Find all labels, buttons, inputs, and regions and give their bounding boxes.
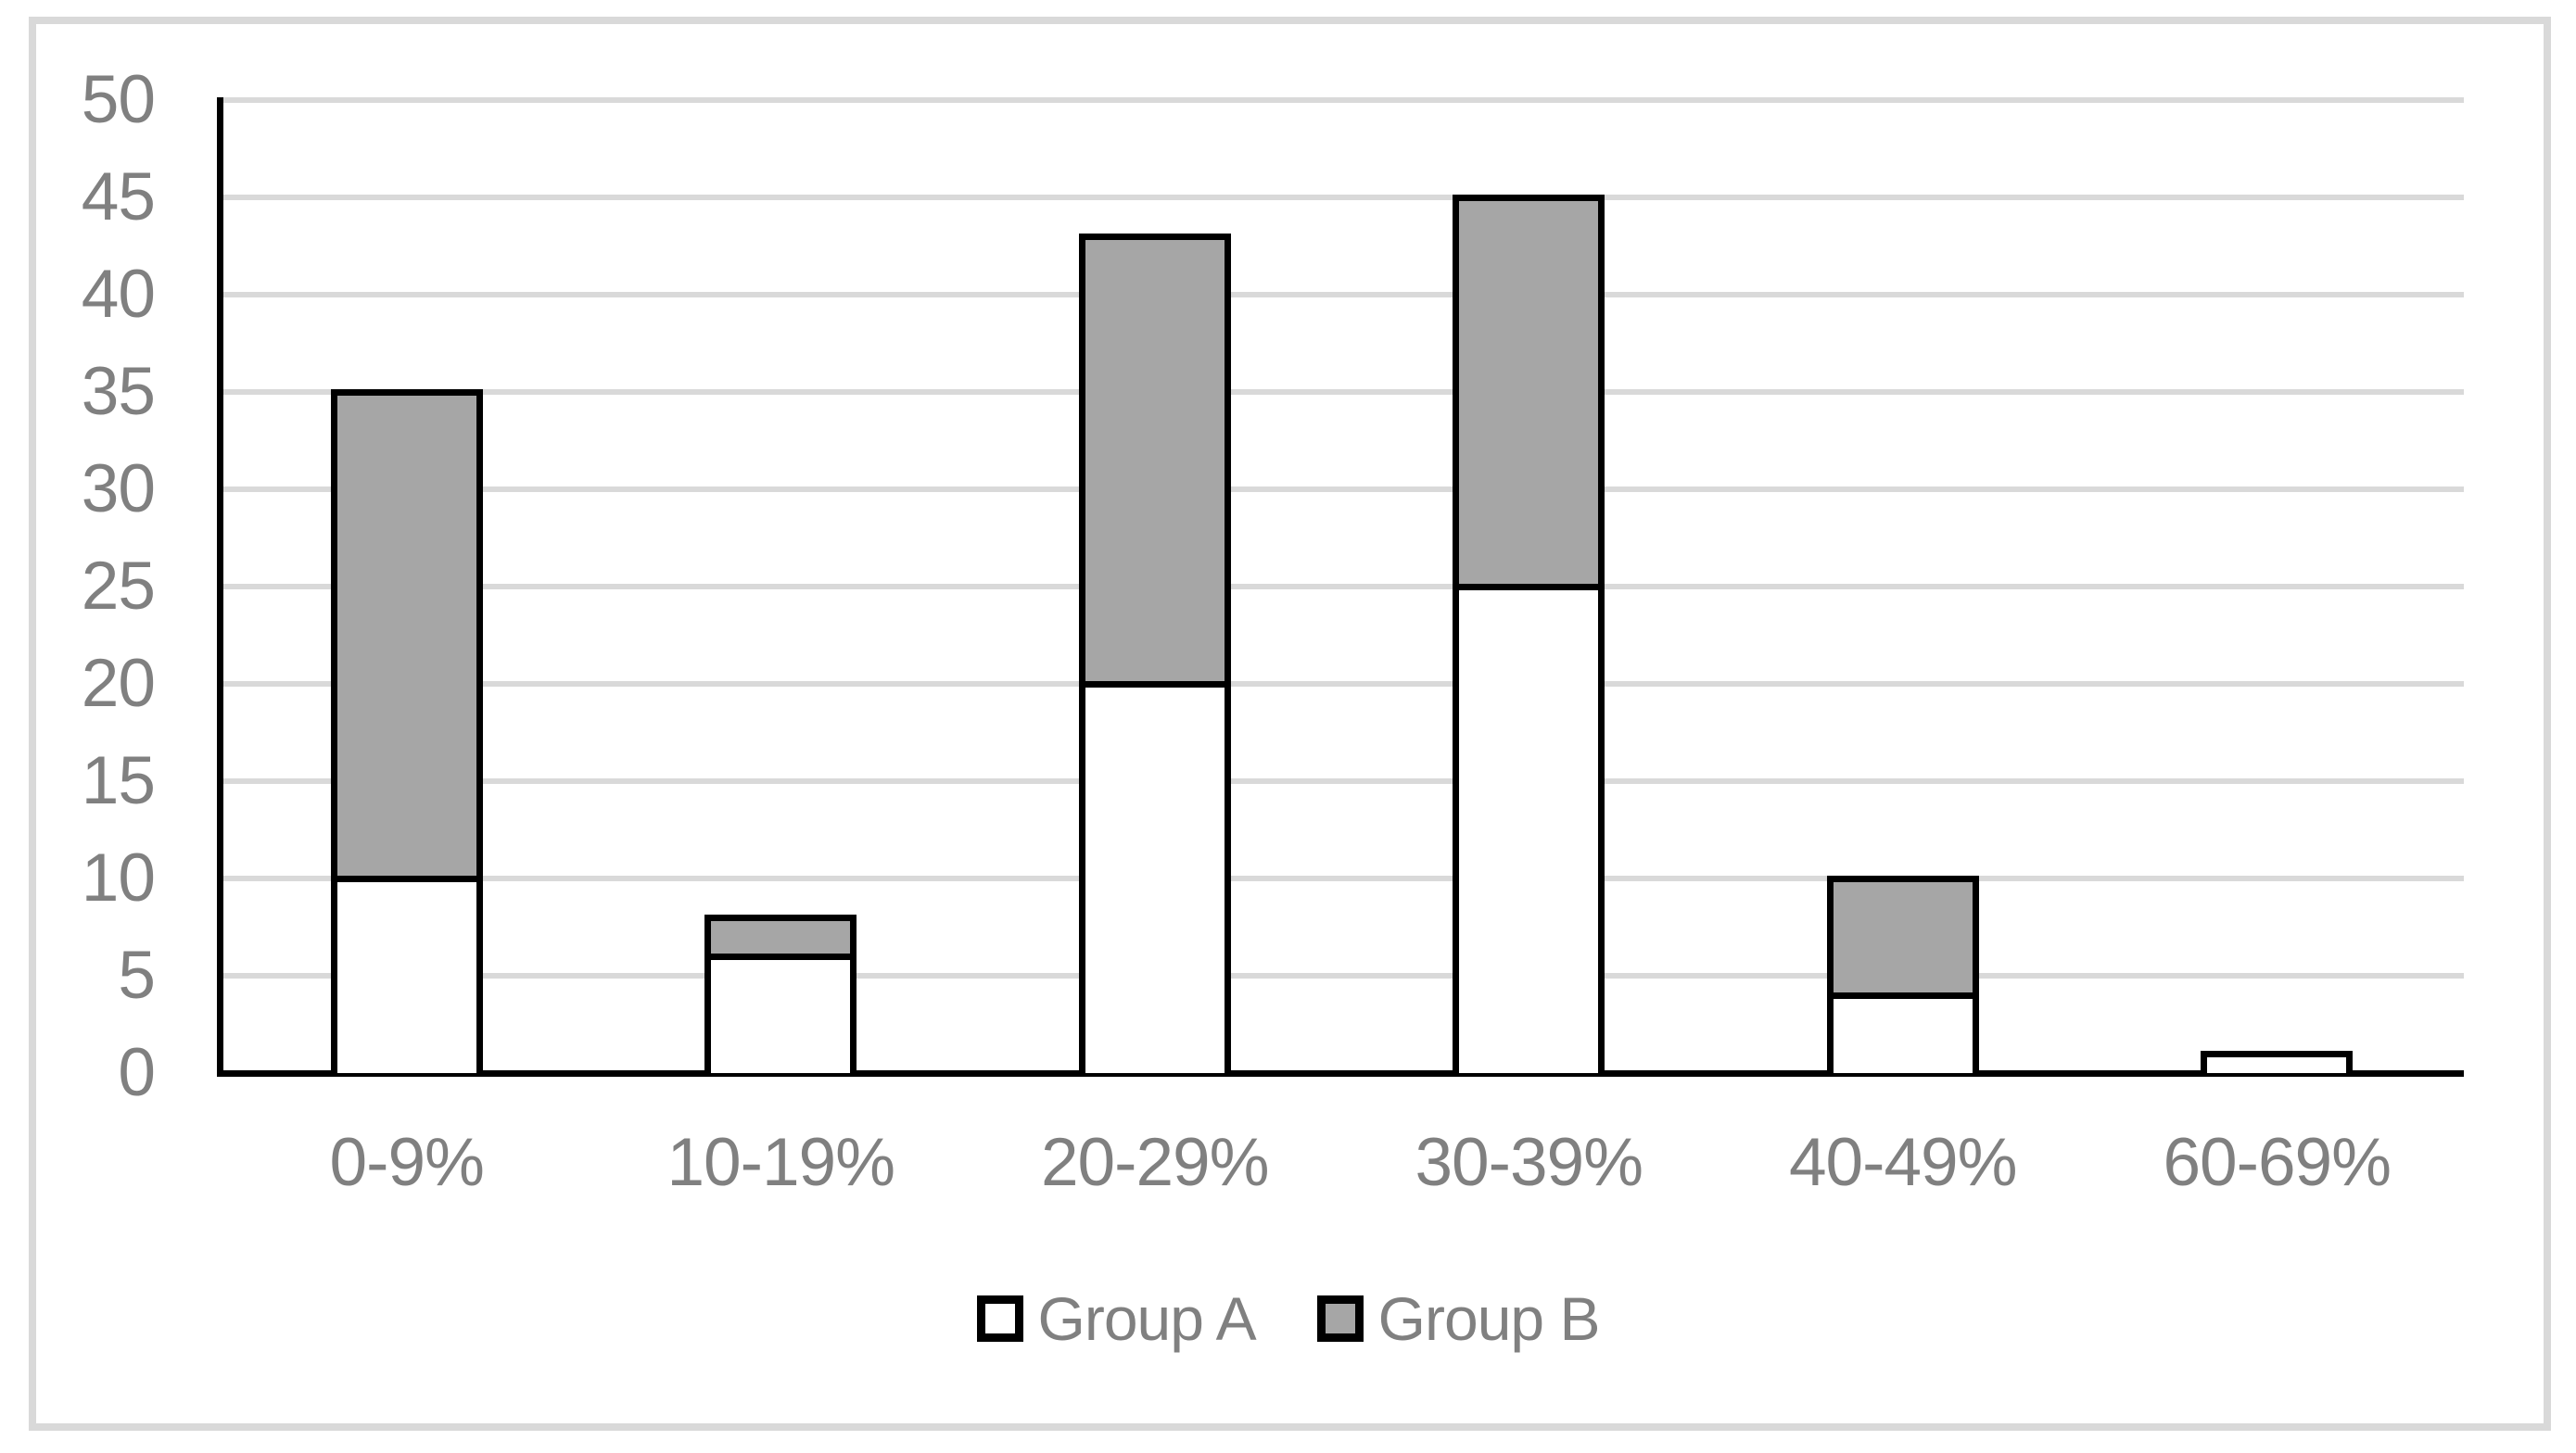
bar-segment-group-a	[704, 954, 857, 1073]
bar-segment-group-a	[2201, 1051, 2354, 1073]
x-axis-category-label: 0-9%	[329, 1125, 485, 1200]
gridline	[220, 778, 2464, 784]
gridline	[220, 584, 2464, 589]
y-axis-tick-label: 45	[81, 159, 156, 234]
y-axis-tick-label: 25	[81, 549, 156, 624]
group-a-legend-swatch	[976, 1295, 1023, 1342]
x-axis-category-label: 40-49%	[1788, 1125, 2018, 1200]
y-axis-tick-label: 40	[81, 257, 156, 332]
legend-item-group-b: Group B	[1316, 1284, 1601, 1353]
y-axis-tick-label: 35	[81, 354, 156, 429]
chart-legend: Group A Group B	[0, 1284, 2576, 1353]
gridline	[220, 486, 2464, 492]
figure-outer-border	[29, 17, 2551, 1431]
legend-item-group-a: Group A	[976, 1284, 1257, 1353]
bar-segment-group-a	[1453, 584, 1605, 1073]
bar-segment-group-a	[1826, 992, 1979, 1073]
y-axis-line	[217, 97, 223, 1077]
y-axis-tick-label: 30	[81, 451, 156, 526]
gridline	[220, 681, 2464, 687]
bar-segment-group-b	[330, 389, 483, 876]
x-axis-category-label: 60-69%	[2163, 1125, 2392, 1200]
bar-segment-group-b	[1453, 195, 1605, 584]
y-axis-tick-label: 10	[81, 840, 156, 916]
gridline	[220, 97, 2464, 103]
x-axis-category-label: 30-39%	[1415, 1125, 1643, 1200]
y-axis-tick-label: 15	[81, 743, 156, 818]
gridline	[220, 973, 2464, 979]
y-axis-tick-label: 0	[118, 1035, 156, 1110]
bar-segment-group-b	[1078, 234, 1231, 681]
x-axis-category-label: 20-29%	[1040, 1125, 1270, 1200]
y-axis-tick-label: 20	[81, 646, 156, 721]
gridline	[220, 876, 2464, 881]
gridline	[220, 389, 2464, 395]
gridline	[220, 195, 2464, 200]
x-axis-line	[217, 1070, 2464, 1077]
bar-segment-group-a	[1078, 681, 1231, 1073]
bar-segment-group-a	[330, 876, 483, 1073]
y-axis-tick-label: 5	[118, 938, 156, 1013]
bar-segment-group-b	[704, 915, 857, 954]
y-axis-tick-label: 50	[81, 62, 156, 137]
bar-segment-group-b	[1826, 876, 1979, 992]
legend-label-group-a: Group A	[1037, 1284, 1257, 1353]
legend-label-group-b: Group B	[1377, 1284, 1601, 1353]
x-axis-category-label: 10-19%	[666, 1125, 895, 1200]
group-b-legend-swatch	[1316, 1295, 1364, 1342]
gridline	[220, 292, 2464, 297]
